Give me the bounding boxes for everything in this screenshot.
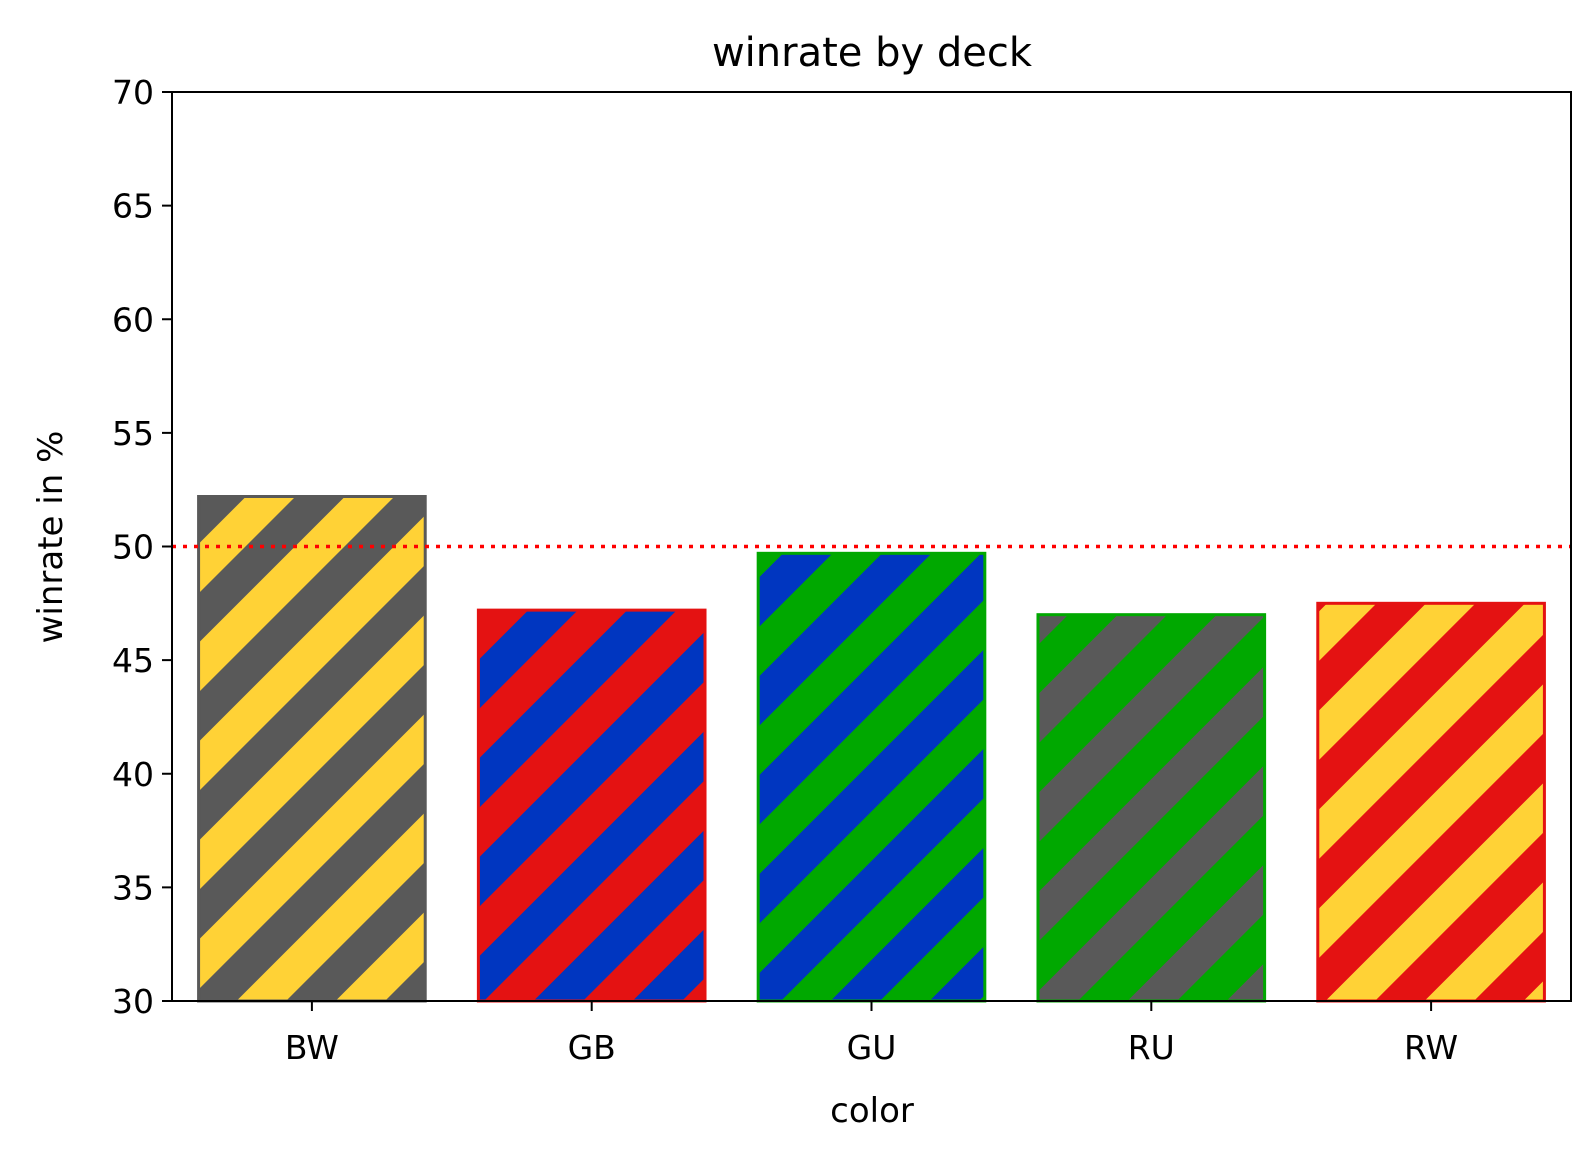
y-tick-label-45: 45 (112, 641, 154, 680)
bar-gu (756, 551, 987, 1003)
y-tick-label-50: 50 (112, 528, 154, 567)
y-tick-label-60: 60 (112, 300, 154, 339)
y-axis-ticks: 30 35 40 45 50 55 60 65 70 (112, 73, 172, 1021)
bar-bw (197, 495, 427, 1003)
bars-group (197, 495, 1546, 1003)
y-tick-label-40: 40 (112, 755, 154, 794)
x-tick-label-bw: BW (285, 1028, 339, 1067)
x-tick-label-ru: RU (1128, 1028, 1175, 1067)
x-tick-label-rw: RW (1404, 1028, 1458, 1067)
bar-gb (476, 608, 707, 1003)
y-axis-label: winrate in % (31, 431, 71, 644)
y-tick-label-35: 35 (112, 868, 154, 907)
y-tick-label-70: 70 (112, 73, 154, 112)
y-tick-label-65: 65 (112, 187, 154, 226)
y-tick-label-55: 55 (112, 414, 154, 453)
y-tick-label-30: 30 (112, 982, 154, 1021)
x-axis-ticks: BW GB GU RU RW (285, 1001, 1458, 1067)
bar-ru (1036, 613, 1267, 1003)
x-tick-label-gu: GU (847, 1028, 897, 1067)
x-tick-label-gb: GB (568, 1028, 616, 1067)
chart-title: winrate by deck (712, 30, 1033, 76)
x-axis-label: color (830, 1091, 914, 1131)
bar-rw (1316, 601, 1546, 1003)
